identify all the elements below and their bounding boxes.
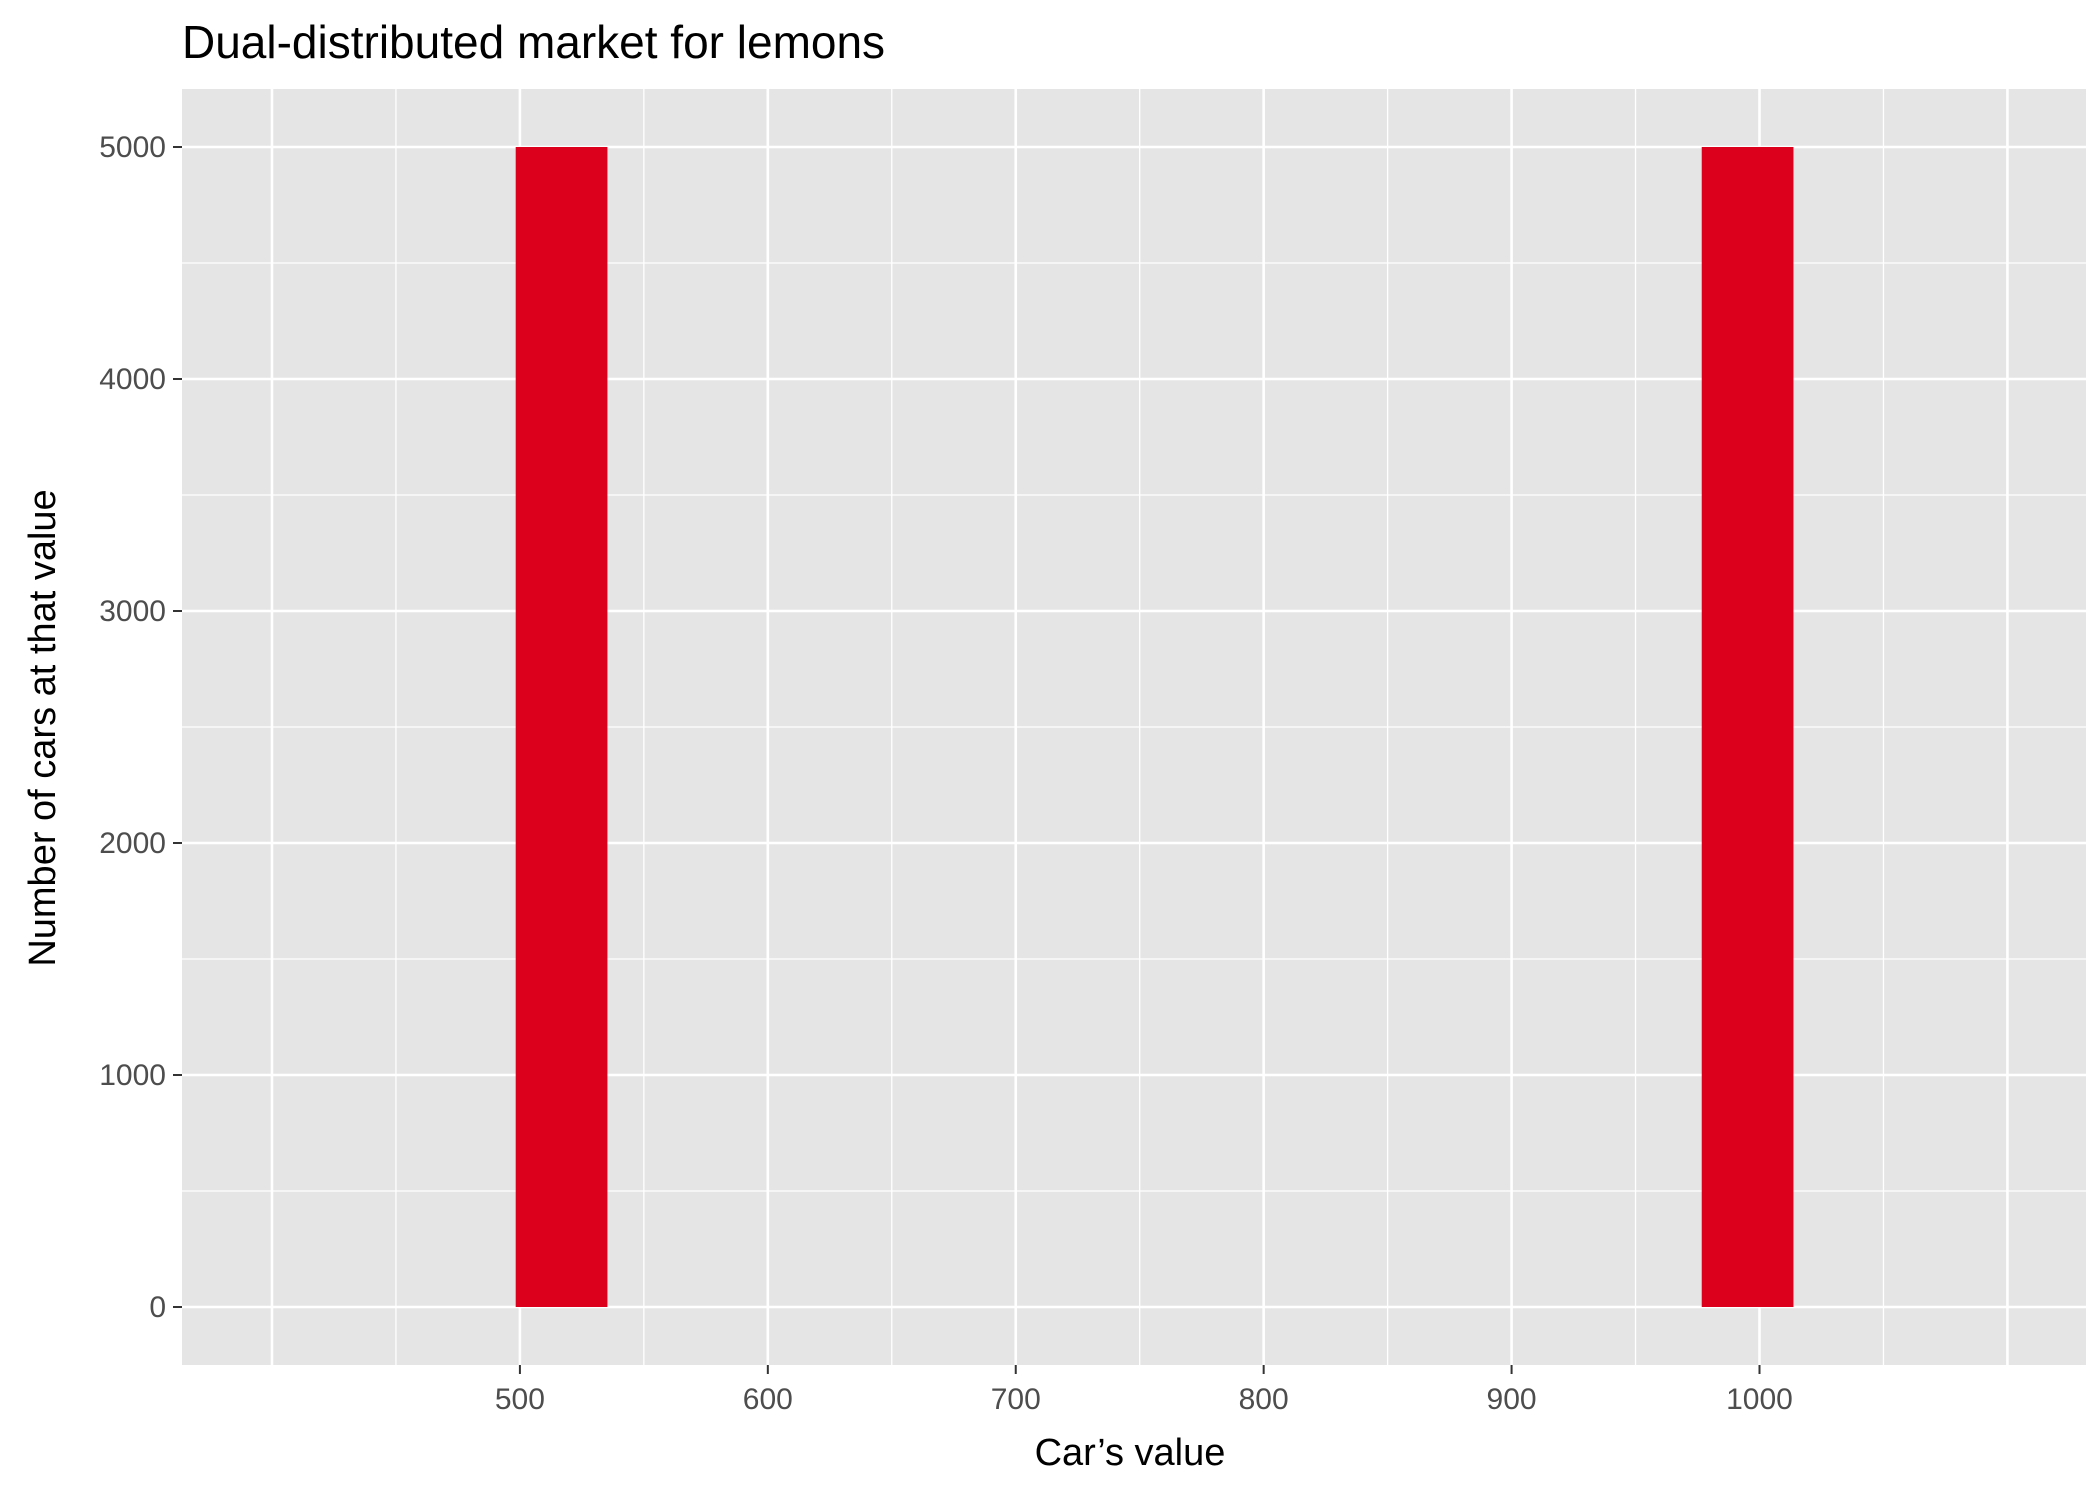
y-tick-label: 1000: [99, 1059, 166, 1092]
x-tick-label: 500: [495, 1383, 545, 1416]
y-axis-ticks: 0 1000 2000 3000 4000 5000: [99, 131, 182, 1324]
x-axis-ticks: 500 600 700 800 900 1000: [495, 1365, 1793, 1416]
y-tick-label: 2000: [99, 827, 166, 860]
bar: [1701, 147, 1794, 1307]
x-tick-label: 1000: [1726, 1383, 1793, 1416]
x-tick-label: 600: [743, 1383, 793, 1416]
chart-title: Dual-distributed market for lemons: [182, 16, 885, 68]
x-tick-label: 700: [991, 1383, 1041, 1416]
x-axis-title: Car’s value: [1035, 1432, 1226, 1474]
y-tick-label: 0: [149, 1291, 166, 1324]
y-tick-label: 4000: [99, 363, 166, 396]
bar: [515, 147, 608, 1307]
x-tick-label: 800: [1239, 1383, 1289, 1416]
y-tick-label: 3000: [99, 595, 166, 628]
x-tick-label: 900: [1487, 1383, 1537, 1416]
y-axis-title: Number of cars at that value: [22, 489, 64, 966]
bars: [515, 147, 1794, 1307]
y-tick-label: 5000: [99, 131, 166, 164]
